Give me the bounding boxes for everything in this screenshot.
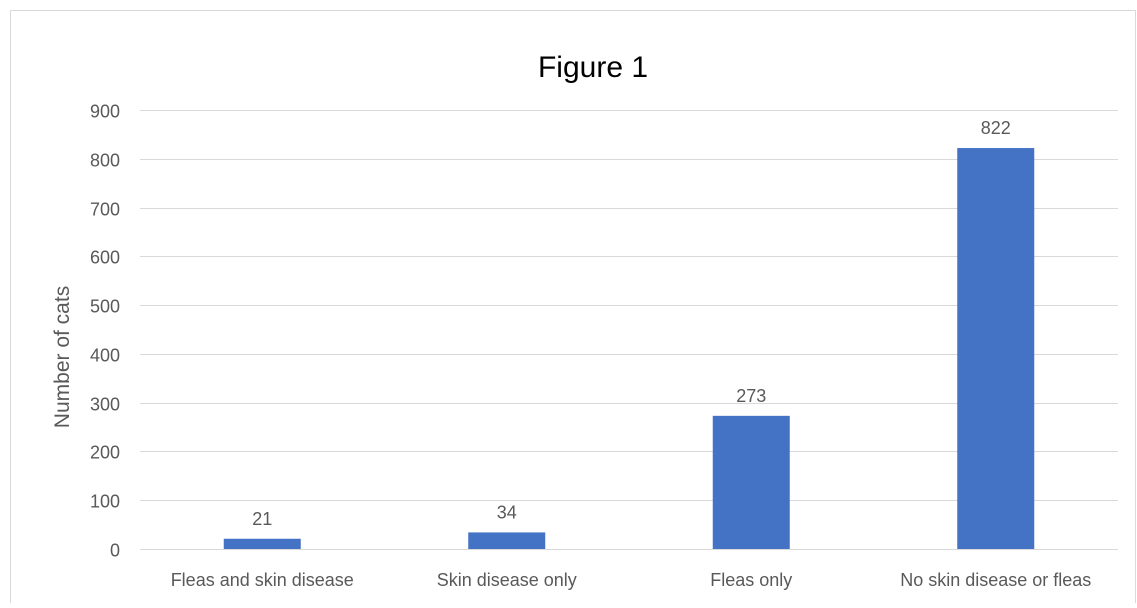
bar (223, 538, 301, 549)
y-tick-label: 300 (90, 395, 120, 415)
bar (712, 415, 790, 549)
y-tick-label: 400 (90, 346, 120, 366)
y-tick-label: 900 (90, 102, 120, 122)
y-tick-label: 700 (90, 200, 120, 220)
y-axis-ticks: 0 100 200 300 400 500 600 700 800 900 (90, 102, 120, 561)
y-tick-label: 100 (90, 492, 120, 512)
y-tick-label: 200 (90, 443, 120, 463)
x-tick-label: No skin disease or fleas (900, 570, 1091, 590)
bar (468, 532, 546, 549)
x-tick-label: Fleas only (710, 570, 792, 590)
y-tick-label: 800 (90, 151, 120, 171)
y-tick-label: 500 (90, 297, 120, 317)
y-tick-label: 0 (110, 541, 120, 561)
data-label: 34 (497, 502, 517, 522)
data-label: 273 (736, 386, 766, 406)
gridlines (140, 110, 1118, 550)
data-label: 822 (981, 118, 1011, 138)
data-labels: 21 34 273 822 (252, 118, 1011, 529)
chart-title: Figure 1 (538, 51, 648, 84)
y-axis-title: Number of cats (51, 286, 74, 428)
x-tick-label: Skin disease only (437, 570, 577, 590)
y-tick-label: 600 (90, 248, 120, 268)
x-tick-label: Fleas and skin disease (171, 570, 354, 590)
bars (223, 148, 1035, 549)
x-axis-ticks: Fleas and skin disease Skin disease only F… (171, 570, 1092, 590)
data-label: 21 (252, 509, 272, 529)
bar (957, 148, 1035, 549)
